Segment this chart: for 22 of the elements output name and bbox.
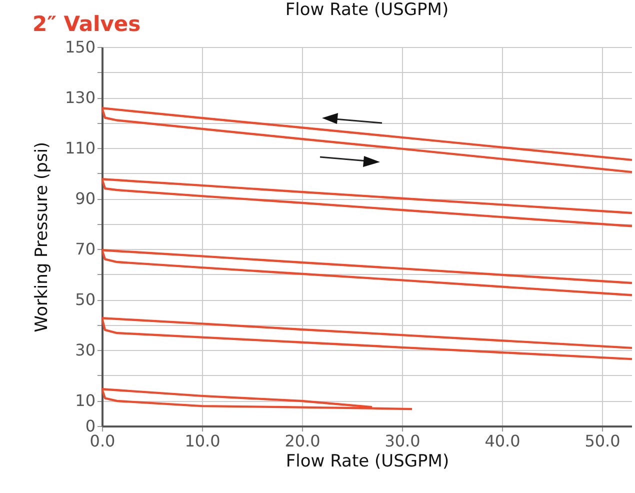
- y-tick-label: 110: [64, 138, 96, 158]
- x-tick-label: 10.0: [184, 432, 220, 450]
- x2-axis-title: Flow Rate (USGPM): [285, 0, 449, 20]
- x-tick-label: 20.0: [284, 432, 320, 450]
- y-tick-label: 150: [64, 38, 96, 56]
- line-series: [102, 388, 414, 410]
- line-series: [102, 178, 632, 228]
- y-axis-title: Working Pressure (psi): [32, 142, 52, 332]
- line-series: [102, 317, 632, 360]
- y-tick-label: 90: [75, 189, 96, 208]
- y-tick-label: 70: [75, 240, 96, 259]
- line-series: [102, 249, 632, 296]
- y-tick-label: 30: [75, 340, 96, 360]
- y-tick-label: 10: [75, 391, 96, 410]
- y-tick-label: 130: [64, 88, 96, 108]
- x-axis-title: Flow Rate (USGPM): [286, 452, 450, 472]
- x-tick-label: 40.0: [484, 432, 520, 450]
- line-series: [102, 107, 632, 174]
- x-tick-label: 50.0: [584, 432, 620, 450]
- x-tick-label: 30.0: [384, 432, 420, 450]
- y-tick-label: 50: [75, 290, 96, 310]
- chart-title: 2″ Valves: [32, 12, 141, 36]
